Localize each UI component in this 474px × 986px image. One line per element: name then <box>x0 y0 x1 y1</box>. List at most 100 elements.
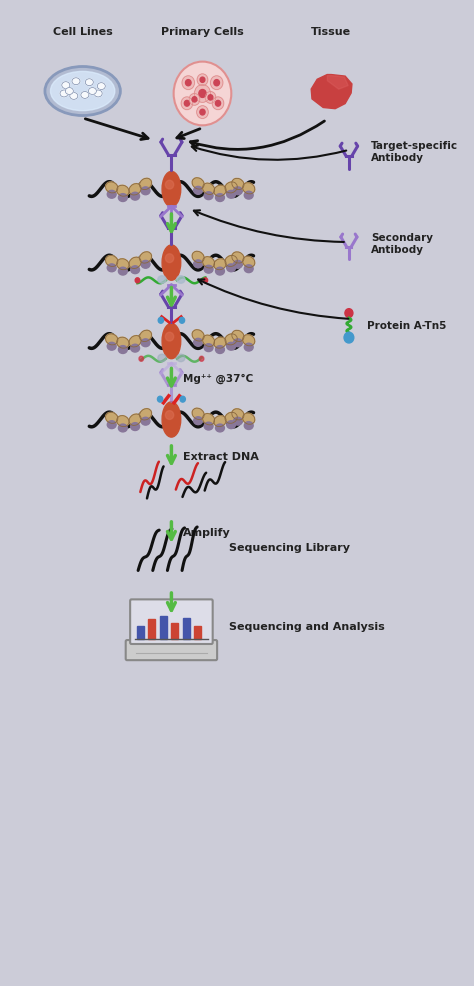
Ellipse shape <box>192 408 204 419</box>
Ellipse shape <box>225 334 237 345</box>
Ellipse shape <box>244 343 253 351</box>
Ellipse shape <box>204 344 213 352</box>
Circle shape <box>180 396 185 402</box>
Ellipse shape <box>162 172 181 207</box>
Ellipse shape <box>129 414 141 425</box>
Bar <box>171 623 178 639</box>
Ellipse shape <box>225 412 237 423</box>
Ellipse shape <box>81 92 89 99</box>
Ellipse shape <box>202 335 215 346</box>
Ellipse shape <box>106 412 118 423</box>
Circle shape <box>197 74 208 86</box>
Ellipse shape <box>65 88 73 95</box>
Ellipse shape <box>227 421 236 429</box>
Circle shape <box>210 76 223 90</box>
Ellipse shape <box>89 88 96 95</box>
Ellipse shape <box>117 416 129 427</box>
Ellipse shape <box>214 258 226 270</box>
Ellipse shape <box>194 417 202 425</box>
Ellipse shape <box>117 337 129 348</box>
Ellipse shape <box>45 66 120 115</box>
Circle shape <box>182 76 194 90</box>
Text: Extract DNA: Extract DNA <box>182 452 258 461</box>
Ellipse shape <box>131 192 139 200</box>
Circle shape <box>173 61 231 125</box>
Ellipse shape <box>106 255 118 266</box>
Ellipse shape <box>232 409 244 420</box>
Ellipse shape <box>243 182 255 194</box>
Circle shape <box>185 80 191 86</box>
Circle shape <box>344 332 354 343</box>
Ellipse shape <box>141 187 150 194</box>
Ellipse shape <box>131 423 139 431</box>
Ellipse shape <box>194 186 202 194</box>
Circle shape <box>215 101 220 106</box>
FancyBboxPatch shape <box>126 640 217 661</box>
Ellipse shape <box>204 191 213 199</box>
Ellipse shape <box>232 330 244 341</box>
Ellipse shape <box>243 256 255 267</box>
Ellipse shape <box>117 258 129 270</box>
Ellipse shape <box>141 339 150 347</box>
Ellipse shape <box>244 191 253 199</box>
Ellipse shape <box>192 329 204 341</box>
Ellipse shape <box>194 260 202 268</box>
Ellipse shape <box>129 257 141 268</box>
Circle shape <box>181 97 193 109</box>
Circle shape <box>208 95 213 100</box>
Ellipse shape <box>165 332 174 341</box>
Ellipse shape <box>107 190 116 198</box>
Ellipse shape <box>177 354 185 362</box>
Text: Target-specific
Antibody: Target-specific Antibody <box>371 142 458 163</box>
Ellipse shape <box>233 417 242 425</box>
Circle shape <box>158 317 164 323</box>
Ellipse shape <box>225 181 237 193</box>
Circle shape <box>205 92 216 104</box>
Ellipse shape <box>158 276 166 283</box>
Ellipse shape <box>216 424 224 432</box>
Ellipse shape <box>60 90 68 97</box>
Ellipse shape <box>117 185 129 196</box>
Ellipse shape <box>227 342 236 350</box>
Polygon shape <box>311 75 352 108</box>
Ellipse shape <box>141 417 150 425</box>
Ellipse shape <box>244 265 253 272</box>
Ellipse shape <box>214 337 226 348</box>
Ellipse shape <box>232 251 244 263</box>
Ellipse shape <box>192 177 204 189</box>
Ellipse shape <box>139 330 152 341</box>
Circle shape <box>139 356 144 361</box>
Circle shape <box>200 109 205 115</box>
Ellipse shape <box>162 323 181 359</box>
Ellipse shape <box>204 422 213 430</box>
Bar <box>160 615 167 639</box>
Bar <box>194 626 201 639</box>
Ellipse shape <box>107 421 116 429</box>
Ellipse shape <box>227 264 236 272</box>
Text: Primary Cells: Primary Cells <box>161 28 244 37</box>
Ellipse shape <box>202 413 215 425</box>
Ellipse shape <box>51 71 115 110</box>
Ellipse shape <box>129 183 141 195</box>
Ellipse shape <box>216 193 224 201</box>
Ellipse shape <box>214 185 226 196</box>
Ellipse shape <box>141 260 150 268</box>
Ellipse shape <box>129 335 141 347</box>
Ellipse shape <box>158 354 166 362</box>
Ellipse shape <box>70 93 78 100</box>
Circle shape <box>184 101 190 106</box>
Ellipse shape <box>118 267 128 275</box>
Ellipse shape <box>165 180 174 189</box>
Circle shape <box>200 77 205 83</box>
Ellipse shape <box>216 267 224 275</box>
Ellipse shape <box>243 413 255 424</box>
Ellipse shape <box>97 83 105 90</box>
Bar <box>137 626 144 639</box>
Ellipse shape <box>107 342 116 350</box>
Bar <box>148 619 155 639</box>
Ellipse shape <box>244 422 253 430</box>
Ellipse shape <box>139 408 152 420</box>
Text: Protein A-Tn5: Protein A-Tn5 <box>367 321 446 331</box>
FancyBboxPatch shape <box>130 599 213 644</box>
Ellipse shape <box>204 265 213 273</box>
